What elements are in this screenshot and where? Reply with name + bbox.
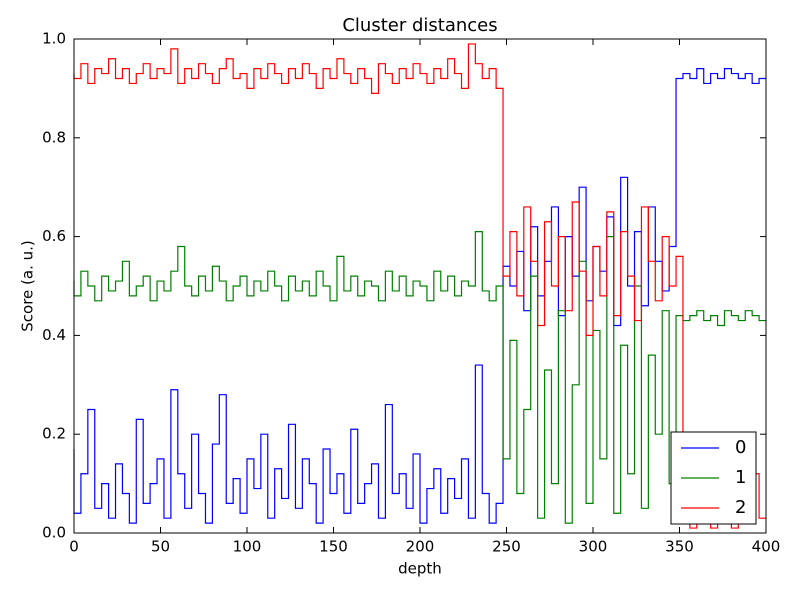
x-tick-label: 150 [319, 538, 348, 556]
y-tick-label: 0.6 [42, 227, 66, 245]
x-tick-label: 100 [233, 538, 262, 556]
series-line [73, 43, 766, 529]
y-tick-label: 0.8 [42, 128, 66, 146]
x-tick-label: 350 [665, 538, 694, 556]
legend-label: 0 [735, 437, 746, 458]
x-axis-label: depth [398, 560, 442, 578]
y-tick-label: 0.2 [42, 425, 66, 443]
y-tick-label: 1.0 [42, 30, 66, 48]
series-line [73, 231, 766, 524]
legend-label: 1 [735, 467, 746, 488]
y-tick-label: 0.0 [42, 524, 66, 542]
y-axis-label: Score (a. u.) [19, 240, 37, 332]
x-tick-label: 200 [406, 538, 435, 556]
legend-label: 2 [735, 497, 746, 518]
x-tick-label: 400 [752, 538, 781, 556]
x-tick-label: 50 [151, 538, 170, 556]
x-tick-label: 0 [69, 538, 79, 556]
y-tick-label: 0.4 [42, 326, 66, 344]
legend: 0 1 2 [670, 431, 757, 525]
x-tick-label: 250 [492, 538, 521, 556]
x-tick-label: 300 [579, 538, 608, 556]
plot-frame [73, 38, 767, 534]
chart-title: Cluster distances [342, 15, 497, 36]
